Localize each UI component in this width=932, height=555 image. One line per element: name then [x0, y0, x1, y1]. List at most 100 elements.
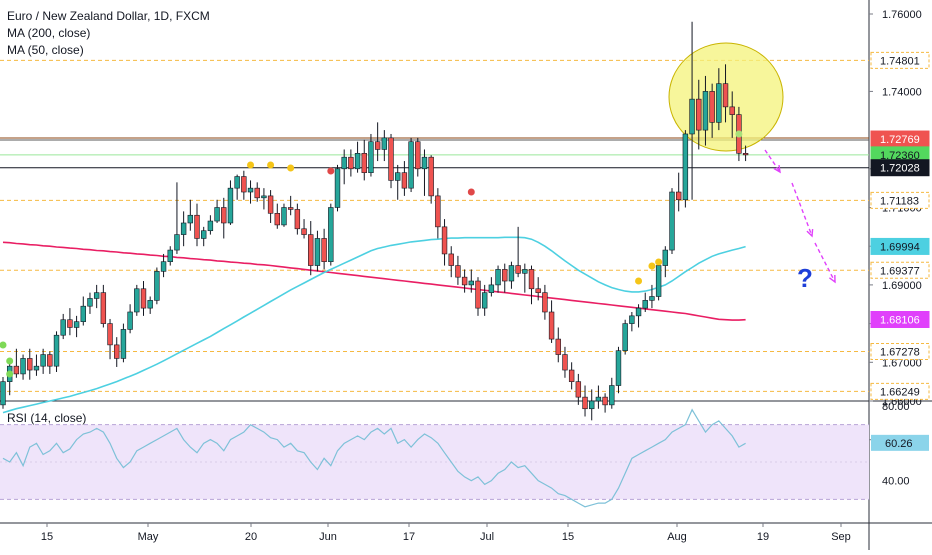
question-mark: ? [797, 263, 813, 293]
candle [334, 168, 341, 208]
candle [602, 396, 608, 406]
candle [716, 83, 722, 123]
candle [127, 311, 133, 330]
candle [174, 234, 180, 251]
ma200-line [2, 241, 746, 321]
time-tick-label: Aug [667, 531, 687, 543]
candle [722, 83, 729, 108]
price-label-box [870, 343, 930, 361]
candle [381, 137, 388, 150]
candle [254, 187, 260, 199]
time-tick-label: 15 [562, 531, 574, 543]
price-tick-label: 1.74000 [882, 86, 922, 98]
candle [435, 195, 441, 228]
signal-dot [247, 161, 255, 169]
arrow-head [773, 164, 781, 174]
legend: Euro / New Zealand Dollar, 1D, FXCM MA (… [7, 8, 210, 59]
candle [374, 141, 381, 150]
candle [635, 307, 642, 317]
candle [615, 350, 622, 386]
candle [187, 214, 194, 224]
signal-dot [648, 262, 656, 270]
rsi-legend: RSI (14, close) [7, 411, 87, 425]
price-tick-label: 1.69000 [882, 280, 922, 292]
price-label: 1.74801 [880, 55, 920, 67]
price-label: 1.71183 [880, 195, 919, 207]
price-label-box [870, 310, 930, 328]
candle [622, 323, 628, 351]
candle [535, 288, 541, 293]
candle [180, 222, 187, 235]
candle [629, 315, 635, 324]
candle [201, 230, 207, 239]
candle [609, 385, 615, 406]
candle [408, 141, 414, 189]
signal-dot [267, 161, 275, 169]
candle [160, 261, 167, 272]
candle [221, 207, 227, 224]
time-tick-label: 19 [757, 531, 769, 543]
time-tick-label: 17 [403, 531, 415, 543]
projection-arrow [791, 182, 813, 237]
price-label-box [870, 51, 930, 69]
legend-symbol: Euro / New Zealand Dollar, 1D, FXCM [7, 9, 210, 23]
price-label: 1.68106 [880, 314, 920, 326]
candle [100, 292, 107, 324]
candle [328, 207, 334, 262]
candle [589, 400, 595, 410]
price-label: 1.72028 [880, 163, 920, 175]
price-label-box [870, 159, 930, 177]
candle [401, 172, 408, 189]
rsi-current-box [871, 434, 929, 451]
candle [301, 228, 307, 235]
candle [522, 269, 528, 274]
candle [227, 187, 234, 224]
candle [13, 365, 20, 375]
price-label-box [870, 191, 930, 209]
candle [742, 153, 749, 156]
candle [568, 369, 575, 382]
signal-dot [6, 357, 14, 365]
candle [488, 284, 495, 293]
candle [649, 296, 655, 301]
rsi-tick-label: 40.00 [882, 476, 910, 488]
projection-arrow [764, 149, 781, 173]
candle [314, 238, 321, 266]
price-label: 1.67278 [880, 347, 920, 359]
candle [114, 344, 120, 359]
legend-ma50: MA (50, close) [7, 43, 84, 57]
candle [682, 133, 689, 201]
time-tick-label: 15 [41, 531, 53, 543]
price-label: 1.69377 [880, 265, 920, 277]
candle [669, 191, 675, 251]
price-tick-label: 1.67000 [882, 357, 922, 369]
time-tick-label: Jul [480, 531, 494, 543]
arrow-head [828, 274, 836, 284]
candle [481, 292, 488, 309]
candle [214, 207, 220, 222]
candle [107, 323, 113, 346]
signal-dot [655, 258, 663, 266]
candle [274, 213, 280, 226]
candle [73, 321, 80, 328]
candle [348, 156, 354, 170]
arrow-head [806, 228, 814, 238]
candle [515, 265, 521, 274]
candle [696, 98, 702, 131]
candle [662, 249, 669, 266]
candle [448, 253, 454, 266]
rsi-tick-label: 80.00 [882, 401, 910, 413]
candle [655, 265, 662, 297]
signal-dot [467, 188, 475, 196]
candle [234, 176, 240, 189]
candle [241, 176, 247, 193]
candle [267, 195, 274, 214]
candle [709, 91, 715, 123]
candle [341, 156, 347, 170]
price-label: 1.72769 [880, 134, 920, 146]
price-label: 1.69994 [880, 241, 920, 253]
signal-dot [287, 164, 295, 172]
signal-dot [735, 130, 743, 138]
candle [495, 269, 501, 286]
